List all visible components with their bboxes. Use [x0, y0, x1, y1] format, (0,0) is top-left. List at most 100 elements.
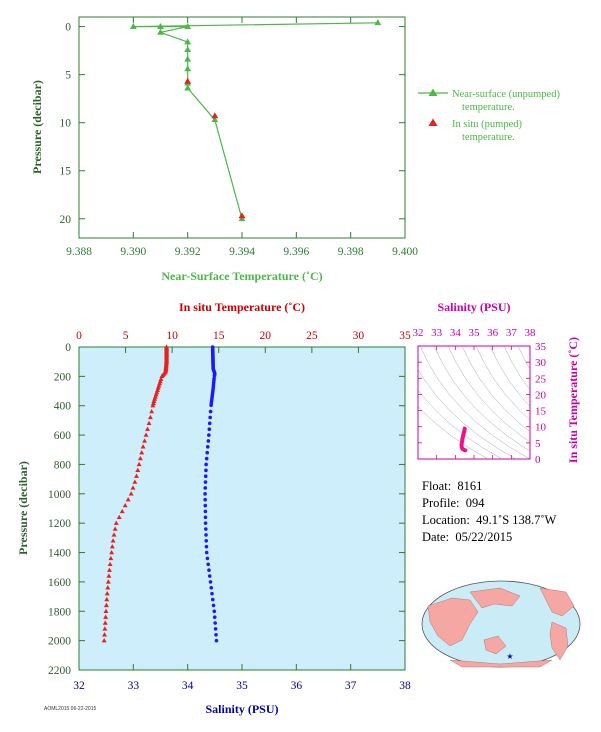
- density-contour: [461, 346, 530, 433]
- data-point: [184, 55, 192, 62]
- chart1-frame: [78, 16, 406, 239]
- temperature-point: [143, 432, 149, 437]
- density-contour: [475, 346, 530, 421]
- profile-label: Profile:: [422, 496, 460, 510]
- salinity-point: [205, 445, 210, 449]
- ts-diagram: 32 33 34 35 36 37 38 0 5 10 15 20 25 30 35 Salinity (…: [413, 300, 581, 466]
- top-tick-label: 20: [260, 330, 272, 342]
- chart2-frame: [78, 346, 406, 671]
- density-contour: [503, 346, 530, 391]
- bottom-tick-label: 32: [73, 680, 85, 692]
- y-tick-label: 5: [535, 438, 541, 450]
- data-point: [184, 77, 192, 84]
- temperature-point: [133, 473, 139, 478]
- location-label: Location:: [422, 513, 470, 527]
- temperature-point: [105, 585, 111, 590]
- chart2-top-label: In situ Temperature (˚C): [179, 300, 305, 314]
- salinity-point: [204, 462, 208, 467]
- chart2-bottom-ticks: 32 33 34 35 36 37 38: [73, 664, 411, 692]
- salinity-point: [207, 421, 212, 426]
- density-contours: [418, 346, 530, 459]
- chart2-ylabel: Pressure (decibar): [16, 461, 30, 555]
- salinity-point: [205, 556, 210, 561]
- temperature-point: [106, 567, 112, 572]
- top-tick-label: 15: [213, 330, 225, 342]
- y-tick-label: 800: [54, 459, 72, 471]
- salinity-point: [204, 550, 209, 555]
- x-tick-label: 9.400: [392, 246, 418, 258]
- y-tick-label: 1800: [48, 606, 71, 618]
- salinity-point: [212, 615, 217, 619]
- y-tick-label: 15: [535, 406, 547, 418]
- temperature-point: [102, 620, 108, 625]
- y-tick-label: 30: [535, 357, 547, 369]
- bottom-tick-label: 34: [182, 680, 194, 692]
- salinity-point: [208, 580, 213, 584]
- temperature-point: [103, 602, 109, 608]
- temperature-point: [103, 608, 109, 613]
- salinity-point: [212, 373, 217, 378]
- temperature-point: [125, 497, 131, 502]
- salinity-point: [203, 509, 208, 514]
- chart2-top-ticks: 0 5 10 15 20 25 30 35: [76, 330, 411, 353]
- x-tick-label: 9.388: [66, 246, 92, 258]
- chart3-x-ticks: 32 33 34 35 36 37 38: [413, 327, 536, 459]
- salinity-point: [207, 568, 211, 572]
- y-tick-label: 35: [535, 341, 547, 353]
- chart3-y-ticks: 0 5 10 15 20 25 30 35: [418, 341, 547, 466]
- salinity-point: [203, 515, 208, 520]
- y-tick-label: 15: [60, 166, 72, 178]
- temperature-point: [150, 403, 156, 408]
- temperature-point: [119, 508, 125, 514]
- ts-curve: [459, 426, 468, 453]
- data-point: [184, 65, 192, 72]
- float-location-marker: ★: [506, 652, 513, 661]
- x-tick-label: 32: [413, 327, 424, 339]
- x-tick-label: 36: [487, 327, 499, 339]
- salinity-point: [203, 521, 208, 525]
- salinity-point: [203, 492, 207, 496]
- density-contour: [418, 389, 503, 459]
- temperature-point: [108, 555, 114, 561]
- x-tick-label: 33: [431, 327, 443, 339]
- salinity-point: [206, 439, 211, 443]
- data-point: [184, 38, 192, 45]
- profile-row: Profile: 094: [422, 495, 556, 512]
- x-tick-label: 34: [450, 327, 462, 339]
- float-row: Float: 8161: [422, 478, 556, 495]
- temperature-point: [104, 591, 110, 596]
- salinity-point: [210, 591, 214, 596]
- y-tick-label: 1000: [48, 489, 71, 501]
- temperature-point: [130, 485, 136, 490]
- legend-marker-red: [428, 118, 438, 126]
- salinity-point: [203, 474, 208, 479]
- date-row: Date: 05/22/2015: [422, 529, 556, 546]
- data-point: [211, 116, 219, 123]
- temperature-point: [145, 426, 151, 431]
- y-tick-label: 0: [65, 342, 71, 354]
- temperature-point: [106, 573, 112, 578]
- data-point: [374, 19, 382, 26]
- temperature-point: [102, 632, 107, 637]
- salinity-point: [212, 609, 217, 614]
- x-tick-label: 9.398: [338, 246, 364, 258]
- top-tick-label: 25: [306, 330, 318, 342]
- chart2-bottom-label: Salinity (PSU): [205, 702, 278, 716]
- y-tick-label: 10: [535, 422, 547, 434]
- temperature-point: [110, 538, 116, 543]
- x-tick-label: 9.396: [283, 246, 309, 258]
- chart1-x-ticks: 9.388 9.390 9.392 9.394 9.396 9.398 9.400: [66, 17, 418, 258]
- map-land: [427, 587, 575, 668]
- temperature-point: [102, 626, 108, 631]
- y-tick-label: 1200: [48, 518, 71, 530]
- temperature-point: [150, 400, 156, 406]
- y-tick-label: 1600: [48, 577, 71, 589]
- bottom-tick-label: 38: [399, 680, 411, 692]
- density-contour: [489, 346, 530, 407]
- density-contour: [419, 346, 530, 459]
- y-tick-label: 600: [54, 430, 72, 442]
- chart3-title: Salinity (PSU): [437, 300, 510, 314]
- date-value: 05/22/2015: [455, 530, 513, 544]
- salinity-point: [206, 562, 211, 567]
